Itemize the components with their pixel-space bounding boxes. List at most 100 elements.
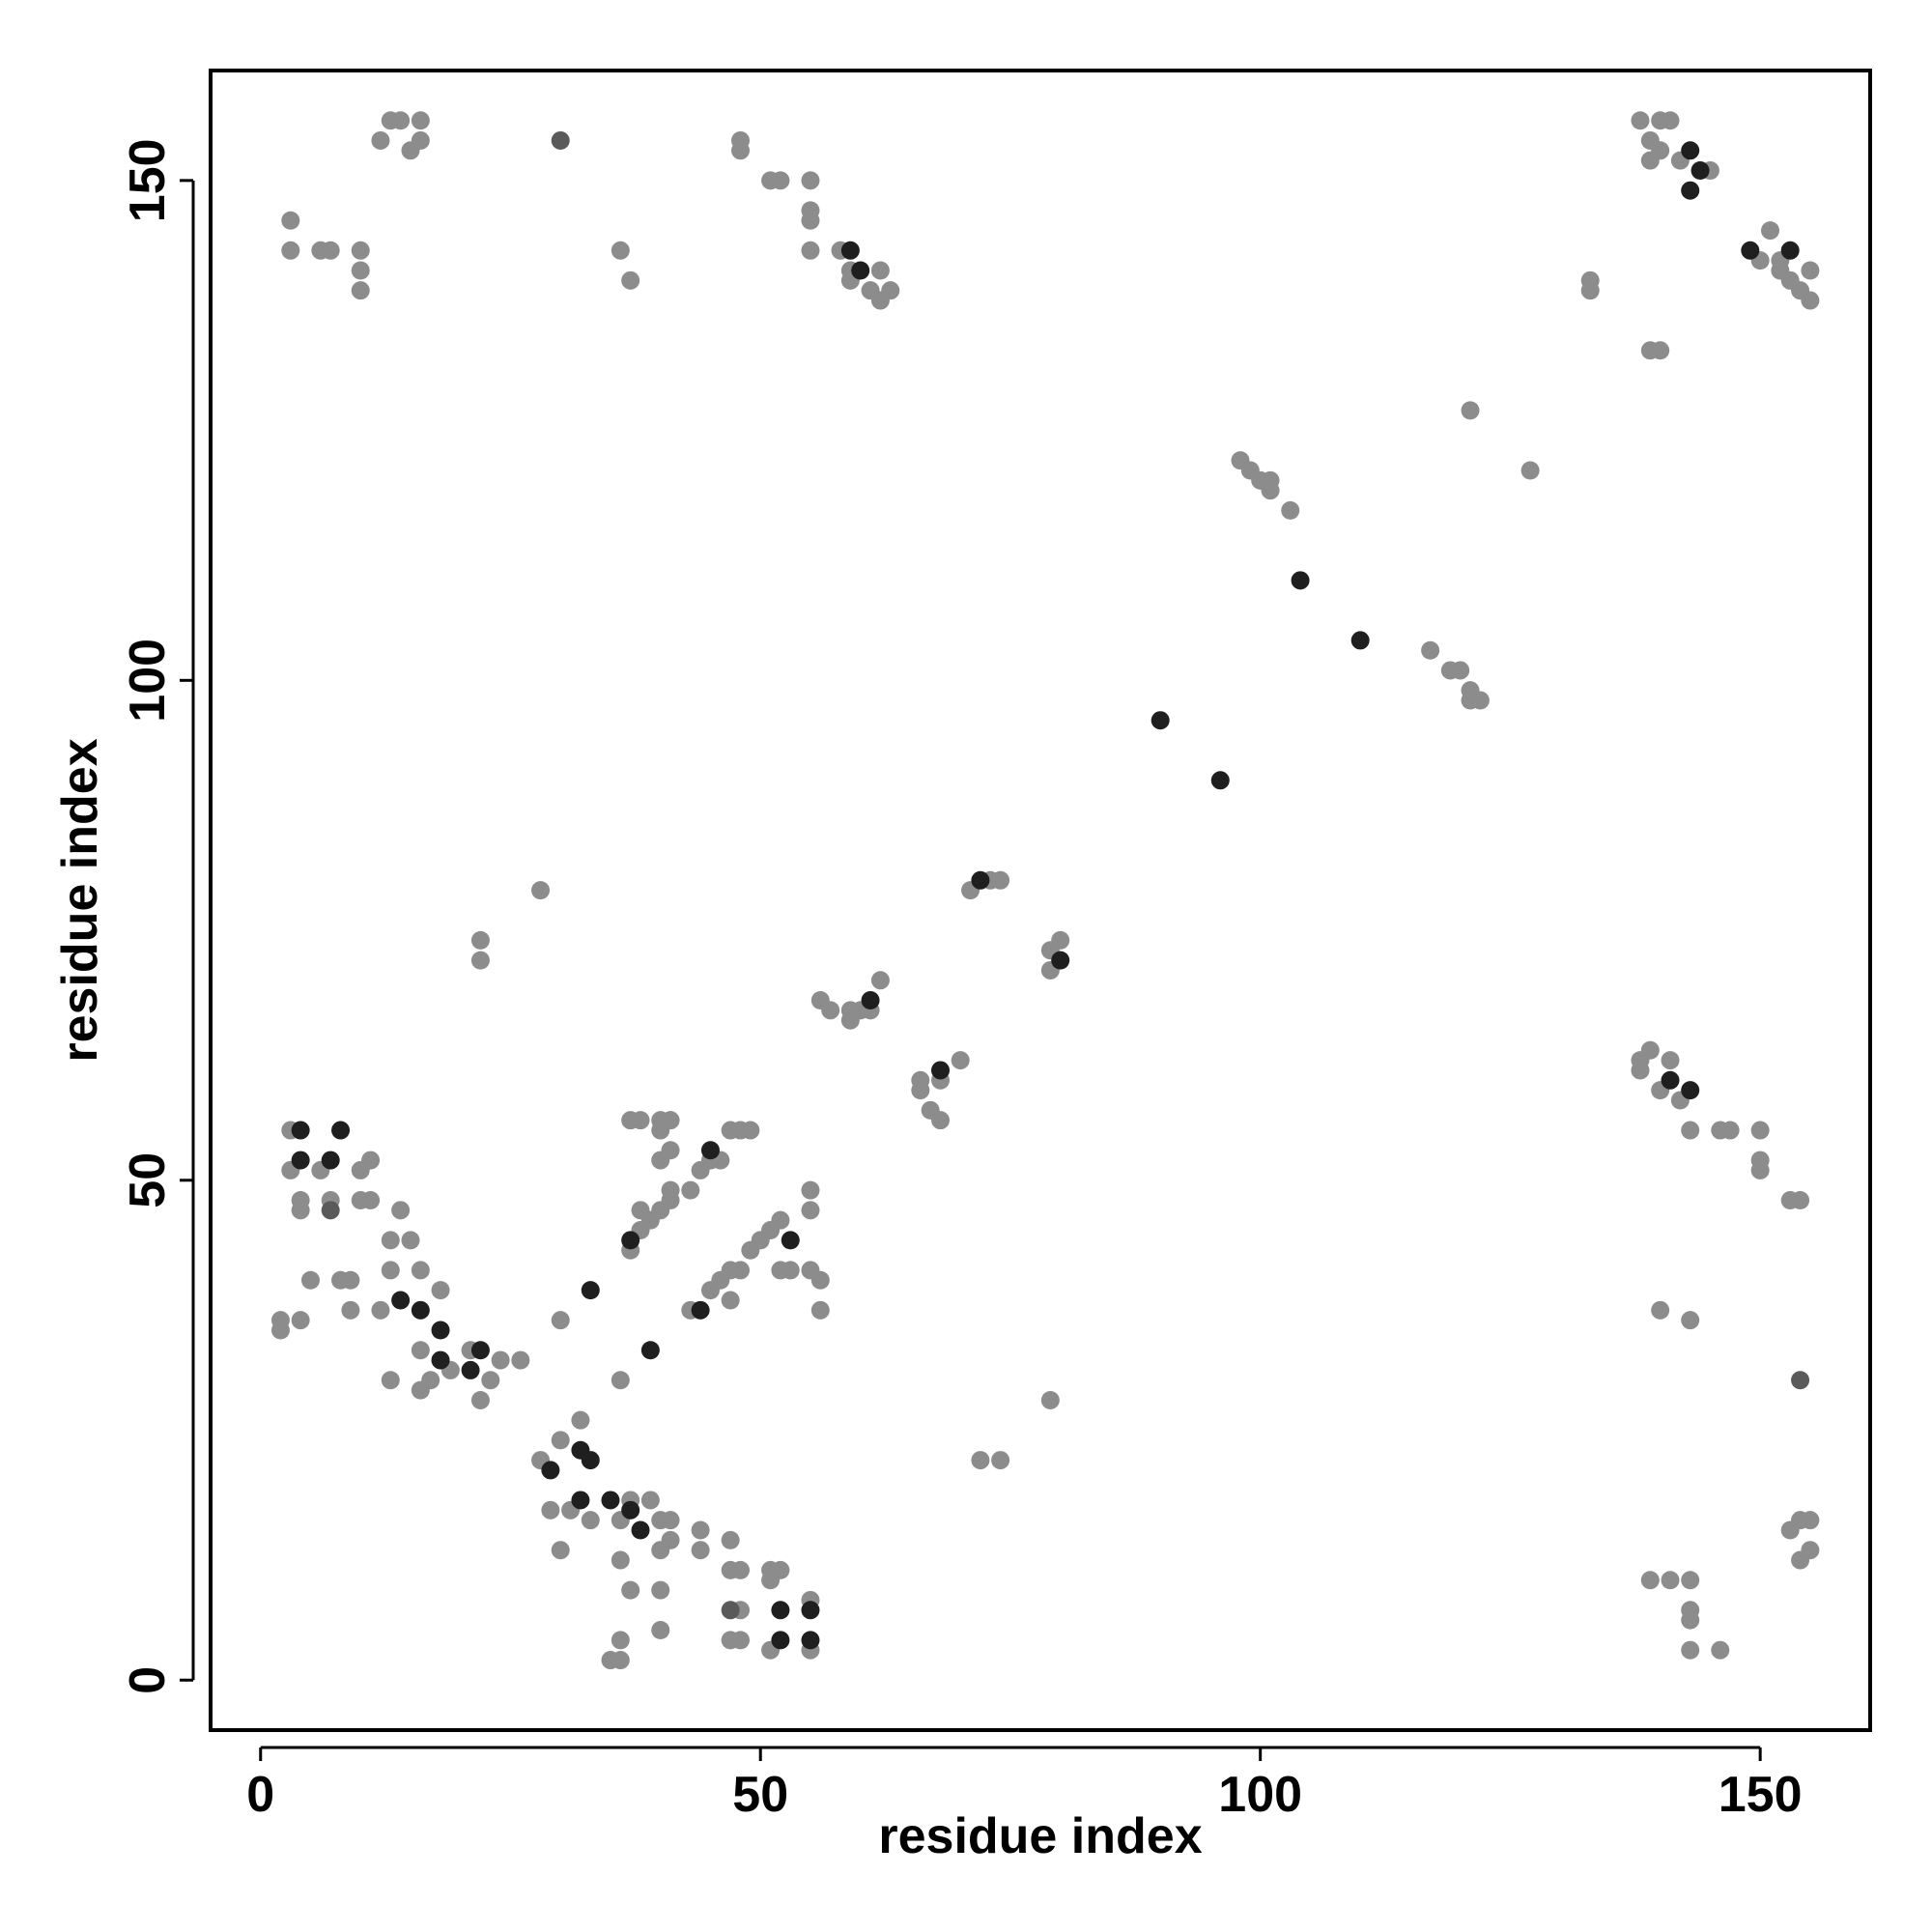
contact-point bbox=[1780, 241, 1800, 260]
contact-point bbox=[771, 1210, 790, 1230]
contact-point bbox=[291, 1151, 310, 1170]
contact-point bbox=[1461, 691, 1480, 710]
contact-point bbox=[801, 1601, 820, 1620]
y-axis-label: residue index bbox=[52, 738, 108, 1062]
contact-point bbox=[361, 1190, 381, 1209]
contact-point bbox=[631, 1201, 650, 1220]
contact-point bbox=[470, 930, 490, 950]
contact-point bbox=[931, 1111, 951, 1130]
contact-point bbox=[431, 1281, 450, 1300]
contact-point bbox=[371, 1300, 390, 1320]
contact-point bbox=[551, 1431, 570, 1450]
contact-point bbox=[291, 1311, 310, 1330]
contact-point bbox=[911, 1081, 930, 1100]
contact-point bbox=[1720, 1121, 1740, 1140]
contact-point bbox=[1801, 1511, 1820, 1530]
contact-point bbox=[611, 241, 630, 260]
contact-point bbox=[270, 1321, 290, 1340]
contact-point bbox=[631, 1111, 650, 1130]
contact-point bbox=[801, 171, 820, 190]
contact-point bbox=[321, 241, 340, 260]
contact-point bbox=[470, 1390, 490, 1409]
x-tick-label: 150 bbox=[1719, 1767, 1803, 1823]
contact-point bbox=[991, 870, 1010, 890]
contact-point bbox=[1291, 571, 1310, 590]
contact-point bbox=[1281, 500, 1300, 520]
contact-point bbox=[621, 1231, 640, 1250]
contact-point bbox=[281, 211, 300, 230]
contact-point bbox=[371, 130, 390, 150]
contact-point bbox=[321, 1151, 340, 1170]
contact-point bbox=[870, 261, 890, 280]
contact-point bbox=[801, 241, 820, 260]
contact-point bbox=[411, 1341, 430, 1360]
contact-point bbox=[1711, 1640, 1730, 1660]
contact-point bbox=[411, 130, 430, 150]
contact-point bbox=[541, 1461, 560, 1480]
contact-point bbox=[1681, 1640, 1700, 1660]
contact-point bbox=[1461, 401, 1480, 420]
contact-point bbox=[1210, 771, 1230, 790]
contact-point bbox=[531, 881, 551, 900]
x-tick-label: 50 bbox=[732, 1767, 788, 1823]
contact-point bbox=[331, 1121, 351, 1140]
contact-point bbox=[341, 1300, 360, 1320]
x-axis-label: residue index bbox=[878, 1808, 1202, 1864]
contact-point bbox=[1661, 1571, 1680, 1590]
contact-point bbox=[731, 1631, 751, 1650]
contact-point bbox=[801, 1201, 820, 1220]
contact-point bbox=[351, 261, 370, 280]
contact-point bbox=[1151, 711, 1170, 730]
contact-point bbox=[1801, 291, 1820, 310]
contact-point bbox=[341, 1270, 360, 1290]
contact-point bbox=[661, 1511, 680, 1530]
contact-point bbox=[391, 111, 411, 130]
contact-point bbox=[700, 1141, 720, 1160]
contact-point bbox=[741, 1121, 760, 1140]
contact-point bbox=[1780, 1520, 1800, 1540]
contact-point bbox=[651, 1621, 670, 1640]
contact-point bbox=[1051, 930, 1070, 950]
contact-point bbox=[771, 1601, 790, 1620]
contact-point bbox=[300, 1270, 320, 1290]
contact-point bbox=[1661, 1070, 1680, 1090]
contact-point bbox=[731, 1560, 751, 1579]
contact-point bbox=[571, 1410, 590, 1430]
contact-point bbox=[731, 141, 751, 160]
contact-point bbox=[291, 1201, 310, 1220]
contact-point bbox=[621, 270, 640, 290]
y-tick-label: 0 bbox=[120, 1666, 176, 1694]
contact-point bbox=[640, 1491, 660, 1510]
y-tick-label: 150 bbox=[120, 138, 176, 222]
contact-point bbox=[1261, 481, 1280, 500]
contact-point bbox=[291, 1121, 310, 1140]
contact-point bbox=[1750, 1160, 1770, 1179]
contact-point bbox=[611, 1651, 630, 1670]
contact-point bbox=[470, 951, 490, 970]
contact-point bbox=[431, 1321, 450, 1340]
contact-point bbox=[1791, 1550, 1810, 1570]
contact-point bbox=[721, 1601, 740, 1620]
contact-point bbox=[391, 1291, 411, 1310]
contact-point bbox=[821, 1001, 840, 1020]
contact-point bbox=[1690, 160, 1710, 180]
contact-point bbox=[1681, 1610, 1700, 1630]
contact-point bbox=[640, 1341, 660, 1360]
contact-point bbox=[1681, 1311, 1700, 1330]
contact-point bbox=[1631, 111, 1650, 130]
contact-point bbox=[1040, 1390, 1060, 1409]
contact-point bbox=[611, 1550, 630, 1570]
contact-point bbox=[661, 1530, 680, 1549]
contact-point bbox=[1791, 1371, 1810, 1390]
contact-point bbox=[621, 1500, 640, 1520]
contact-point bbox=[1451, 661, 1470, 680]
contact-point bbox=[971, 1451, 990, 1470]
contact-point bbox=[761, 1571, 781, 1590]
contact-point bbox=[721, 1530, 740, 1549]
contact-point bbox=[1520, 461, 1540, 480]
contact-point bbox=[1761, 221, 1780, 241]
contact-point bbox=[1681, 1081, 1700, 1100]
contact-point bbox=[1801, 261, 1820, 280]
contact-point bbox=[991, 1451, 1010, 1470]
